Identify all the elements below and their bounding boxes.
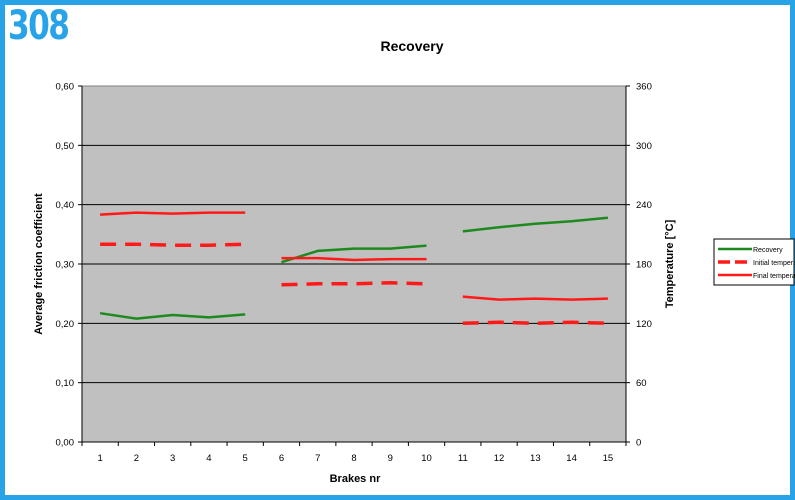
y2-tick-label: 240 (636, 200, 652, 211)
figure-number-badge: 308 (8, 3, 70, 49)
x-tick-label: 3 (170, 453, 175, 464)
y-tick-label: 0,00 (56, 438, 75, 449)
x-tick-label: 14 (566, 453, 577, 464)
x-tick-label: 13 (530, 453, 541, 464)
x-tick-label: 15 (603, 453, 614, 464)
x-axis: 1 2 3 4 5 6 7 8 9 10 11 12 13 14 15 (81, 441, 627, 464)
x-tick-label: 6 (279, 453, 284, 464)
x-tick-label: 11 (458, 453, 468, 464)
x-tick-label: 7 (315, 453, 320, 464)
x-axis-label: Brakes nr (330, 473, 381, 485)
legend-entry: Final temperature (753, 273, 795, 280)
series-line (99, 311, 246, 320)
y-axis-left: 0,00 0,10 0,20 0,30 0,40 0,50 0,60 (56, 82, 83, 449)
x-tick-label: 12 (494, 453, 505, 464)
y-tick-label: 0,40 (56, 200, 75, 211)
series-final-temperature (100, 211, 608, 301)
x-tick-label: 2 (134, 453, 139, 464)
series-line (281, 244, 427, 264)
y-axis-label: Average friction coefficient (33, 193, 45, 335)
x-tick-label: 8 (351, 453, 356, 464)
legend-entry: Initial temperature (753, 260, 795, 267)
x-tick-label: 9 (388, 453, 393, 464)
y-tick-label: 0,30 (56, 260, 75, 271)
y2-tick-label: 0 (636, 438, 641, 449)
y2-tick-label: 360 (636, 82, 652, 93)
y-axis-right: 0 60 120 180 240 300 360 (625, 82, 652, 449)
series-line (281, 256, 427, 262)
series-recovery (99, 216, 609, 320)
y2-tick-label: 180 (636, 260, 652, 271)
y2-tick-label: 300 (636, 141, 652, 152)
series-line (462, 295, 608, 301)
chart-title: Recovery (380, 38, 443, 54)
series-lines (99, 211, 609, 326)
y2-axis-label: Temperature [°C] (664, 219, 676, 308)
x-tick-label: 5 (243, 453, 248, 464)
series-line (462, 216, 609, 233)
y2-tick-label: 60 (636, 378, 647, 389)
y-tick-label: 0,60 (56, 82, 75, 93)
x-tick-label: 4 (206, 453, 211, 464)
y-tick-label: 0,10 (56, 378, 75, 389)
y-tick-label: 0,50 (56, 141, 75, 152)
gridlines (82, 144, 626, 384)
y-tick-label: 0,20 (56, 319, 75, 330)
legend-entry: Recovery (753, 247, 783, 254)
series-line (100, 211, 246, 216)
x-tick-label: 1 (97, 453, 102, 464)
y2-tick-label: 120 (636, 319, 652, 330)
x-tick-label: 10 (421, 453, 432, 464)
legend: Recovery Initial temperature Final tempera… (713, 238, 795, 286)
